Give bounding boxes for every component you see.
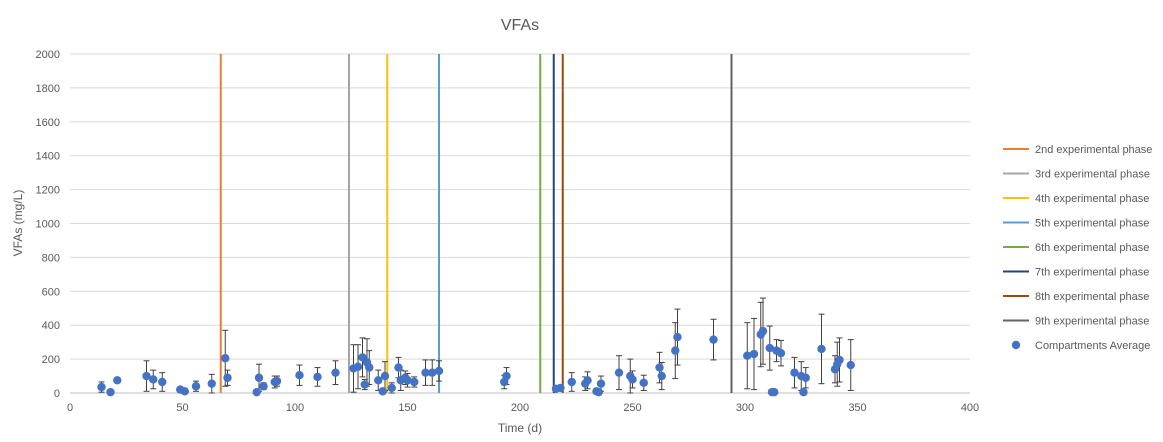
data-point — [790, 368, 799, 377]
data-point — [817, 344, 826, 354]
legend-label: 8th experimental phase — [1035, 291, 1149, 303]
legend-label: 3rd experimental phase — [1035, 169, 1150, 181]
data-point — [835, 355, 844, 365]
data-point — [360, 380, 369, 389]
legend-label: 9th experimental phase — [1035, 316, 1149, 328]
legend-label: 6th experimental phase — [1035, 242, 1149, 254]
data-point — [749, 349, 759, 359]
data-point — [207, 379, 216, 388]
x-tick-label: 150 — [398, 402, 416, 414]
legend-marker — [1011, 340, 1021, 350]
legend-label: 5th experimental phase — [1035, 218, 1149, 230]
data-point — [583, 376, 592, 385]
data-point — [709, 335, 718, 344]
data-point — [421, 368, 430, 377]
data-point — [556, 383, 565, 393]
data-point — [180, 387, 189, 396]
x-tick-label: 200 — [511, 402, 529, 414]
data-point — [106, 387, 115, 397]
data-point — [801, 373, 810, 382]
data-point — [743, 351, 752, 360]
legend-label: 4th experimental phase — [1035, 193, 1149, 205]
data-point — [223, 373, 232, 382]
data-point — [113, 376, 122, 385]
error-bars — [98, 297, 854, 394]
data-point — [671, 346, 680, 355]
data-point — [428, 368, 437, 377]
data-point — [403, 376, 412, 385]
y-tick-label: 1800 — [36, 83, 60, 95]
y-axis-label: VFAs (mg/L) — [11, 190, 25, 257]
data-point — [614, 368, 624, 377]
y-tick-label: 1000 — [36, 219, 60, 231]
x-tick-label: 300 — [736, 402, 754, 414]
x-axis-label: Time (d) — [498, 421, 542, 435]
data-point — [502, 371, 511, 381]
data-point — [149, 375, 158, 384]
data-point — [380, 371, 390, 381]
data-point — [313, 372, 322, 382]
x-tick-label: 100 — [286, 402, 304, 414]
y-tick-label: 2000 — [36, 49, 60, 61]
x-tick-label: 400 — [961, 402, 979, 414]
y-tick-label: 1200 — [36, 185, 60, 197]
data-point — [776, 348, 786, 358]
legend-label: 7th experimental phase — [1035, 267, 1149, 279]
y-tick-label: 0 — [54, 388, 60, 400]
data-point — [410, 377, 419, 387]
data-point — [142, 371, 151, 381]
y-tick-label: 1600 — [36, 117, 60, 129]
data-point — [596, 379, 606, 388]
data-point — [639, 378, 648, 388]
data-point — [374, 376, 383, 385]
data-point — [97, 382, 106, 392]
chart-title: VFAs — [501, 17, 539, 34]
legend: 2nd experimental phase 3rd experimental p… — [1003, 144, 1152, 352]
data-point — [655, 363, 664, 372]
x-tick-label: 0 — [67, 402, 73, 414]
data-point — [378, 387, 387, 396]
data-point — [846, 360, 855, 370]
data-point — [353, 362, 363, 371]
y-tick-label: 200 — [42, 354, 60, 366]
y-tick-label: 400 — [42, 320, 60, 332]
data-points — [97, 326, 855, 397]
y-tick-label: 1400 — [36, 151, 60, 163]
data-point — [158, 377, 167, 387]
data-point — [295, 371, 304, 380]
x-tick-label: 350 — [848, 402, 866, 414]
x-tick-label: 50 — [176, 402, 188, 414]
data-point — [221, 354, 230, 363]
data-point — [765, 343, 774, 353]
data-point — [799, 387, 808, 397]
data-point — [365, 363, 374, 372]
data-point — [673, 332, 682, 342]
data-point — [758, 326, 768, 336]
legend-label: 2nd experimental phase — [1035, 144, 1152, 156]
x-tick-label: 250 — [623, 402, 641, 414]
data-point — [272, 376, 282, 386]
data-point — [331, 368, 340, 377]
data-point — [191, 382, 201, 391]
data-point — [254, 373, 264, 382]
data-point — [657, 371, 666, 381]
data-point — [252, 387, 261, 397]
data-point — [259, 382, 268, 391]
y-tick-label: 600 — [42, 286, 60, 298]
axes: 0 200 400 600 800 1000 1200 1400 1600 1800 2000 0 50… — [36, 49, 980, 414]
data-point — [594, 387, 603, 397]
legend-label: Compartments Average — [1035, 340, 1150, 352]
data-point — [387, 383, 396, 393]
phase-lines — [219, 54, 733, 393]
y-tick-label: 800 — [42, 252, 60, 264]
data-point — [628, 375, 637, 384]
data-point — [770, 387, 779, 397]
data-point — [434, 366, 444, 376]
data-point — [567, 377, 576, 387]
data-point — [394, 363, 403, 372]
